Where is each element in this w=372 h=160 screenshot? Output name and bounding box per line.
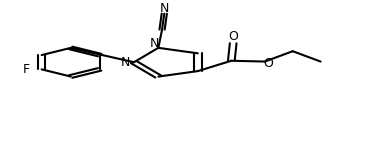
Text: O: O <box>228 30 238 43</box>
Text: O: O <box>264 57 273 70</box>
Text: N: N <box>121 56 131 69</box>
Text: N: N <box>160 2 169 15</box>
Text: N: N <box>150 37 159 50</box>
Text: F: F <box>23 63 31 76</box>
